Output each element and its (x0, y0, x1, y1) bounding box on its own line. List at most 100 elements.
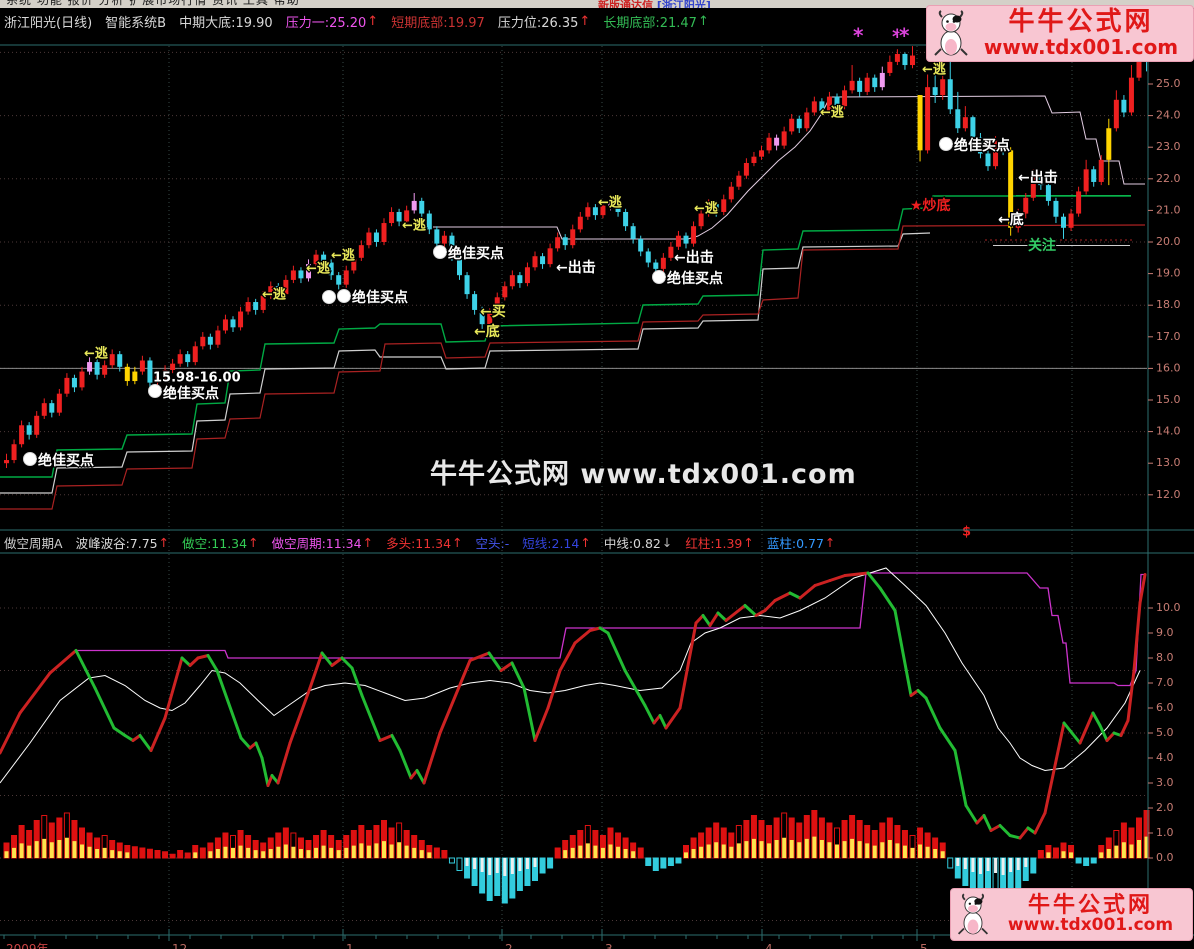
watermark-text: 牛牛公式网 www.tdx001.com (430, 459, 857, 490)
trend-arrow-icon: ↑ (248, 535, 259, 550)
oscillator-lines (0, 567, 1147, 840)
trailing-stop-line (433, 95, 1145, 240)
indicator-value: 长期底部:21.47 ↑ (603, 13, 709, 31)
menu-items[interactable]: 系统 功能 报价 分析 扩展市场行情 资讯 工具 帮助 (6, 0, 300, 7)
price-axis-label: 17.0 (1156, 330, 1181, 343)
trend-arrow-icon: ↑ (362, 535, 374, 550)
cow-mascot-icon (957, 893, 989, 935)
x-axis-month-label: 5 (920, 942, 928, 949)
buy-point-marker (23, 452, 37, 466)
price-axis-label: 13.0 (1156, 456, 1181, 469)
support-line-red (0, 224, 1146, 510)
brand-site: www.tdx001.com (983, 34, 1179, 59)
oscillator-axis-label: 8.0 (1156, 651, 1174, 664)
window-title-stock: [浙江阳光] (656, 0, 711, 8)
price-axis-label: 15.0 (1156, 393, 1181, 406)
brand-logo-bottom-right[interactable]: 牛牛公式网 www.tdx001.com (950, 888, 1193, 941)
svg-text:←出击: ←出击 (674, 249, 714, 266)
brand-logo-top-right[interactable]: 牛牛公式网 www.tdx001.com (926, 5, 1194, 62)
svg-text:←逃: ←逃 (922, 62, 947, 78)
brand-name: 牛牛公式网 (1027, 893, 1153, 919)
svg-text:←底: ←底 (998, 211, 1024, 228)
svg-text:绝佳买点: 绝佳买点 (38, 452, 94, 469)
x-axis-month-label: 1 (346, 942, 354, 949)
price-axis-label: 20.0 (1156, 235, 1181, 248)
menu-bar[interactable]: 系统 功能 报价 分析 扩展市场行情 资讯 工具 帮助 新版通达信 [浙江阳光] (0, 0, 1194, 8)
cow-mascot-icon (934, 9, 968, 56)
svg-text:←逃: ←逃 (262, 287, 287, 303)
svg-text:*: * (853, 24, 864, 48)
svg-text:←逃: ←逃 (694, 201, 719, 217)
x-axis-year-label: 2009年 (6, 942, 49, 949)
price-axis-label: 23.0 (1156, 140, 1181, 153)
window-title: 新版通达信 [浙江阳光] (598, 0, 711, 8)
svg-text:绝佳买点: 绝佳买点 (163, 385, 219, 402)
buy-point-marker (322, 290, 336, 304)
trend-arrow-icon: ↑ (824, 535, 836, 550)
price-axis-label: 12.0 (1156, 488, 1181, 501)
svg-text:$: $ (962, 525, 971, 540)
indicator-value: 短期底部:19.97 (391, 15, 485, 31)
x-axis-month-label: 12 (172, 942, 187, 949)
oscillator-axis-label: 9.0 (1156, 626, 1174, 639)
trend-arrow-icon: ↑ (579, 13, 591, 29)
trend-arrow-icon: ↓ (661, 535, 673, 550)
oscillator-axis-label: 2.0 (1156, 801, 1174, 814)
price-axis-label: 24.0 (1156, 109, 1181, 122)
ma-line-white (0, 567, 1141, 784)
svg-text:15.98-16.00: 15.98-16.00 (153, 371, 241, 386)
oscillator-axis-label: 5.0 (1156, 726, 1174, 739)
svg-text:←逃: ←逃 (331, 248, 356, 264)
buy-point-marker (939, 137, 953, 151)
trend-arrow-icon: ↑ (743, 535, 754, 550)
brand-name: 牛牛公式网 (1008, 7, 1154, 38)
svg-text:←逃: ←逃 (598, 195, 623, 211)
oscillator-axis-label: 10.0 (1156, 601, 1181, 614)
indicator-value: 多头:11.34 ↑ (386, 535, 463, 551)
indicator-value: 中期大底:19.90 (179, 15, 273, 31)
oscillator-axis-label: 4.0 (1156, 751, 1174, 764)
price-axis-label: 19.0 (1156, 267, 1181, 280)
price-axis-label: 18.0 (1156, 298, 1181, 311)
buy-point-marker (652, 270, 666, 284)
indicator-value: 蓝柱:0.77 ↑ (766, 535, 836, 551)
svg-text:←逃: ←逃 (820, 105, 845, 121)
x-axis-month-label: 2 (505, 942, 513, 949)
support-line-green (0, 195, 1131, 478)
trend-arrow-icon: ↑ (367, 13, 379, 29)
x-axis-month-label: 3 (605, 942, 613, 949)
price-axis-label: 25.0 (1156, 77, 1181, 90)
indicator-value: 红柱:1.39 ↑ (685, 535, 754, 551)
main-annotations: ←逃←逃←逃←逃←逃←逃 ←逃←逃←逃绝佳买点绝佳买点15.98-16.00绝佳买… (23, 22, 1059, 541)
oscillator-bars (3, 810, 1150, 904)
indicator-value: 做空:11.34 ↑ (182, 535, 259, 551)
svg-text:←逃: ←逃 (402, 218, 427, 234)
band-line-magenta (76, 572, 1145, 687)
oscillator-axis-label: 6.0 (1156, 701, 1174, 714)
svg-text:绝佳买点: 绝佳买点 (448, 245, 504, 262)
svg-text:←出击: ←出击 (1018, 169, 1058, 186)
trend-arrow-icon: ↑ (158, 535, 170, 550)
svg-text:绝佳买点: 绝佳买点 (954, 137, 1010, 154)
candlesticks (4, 41, 1150, 468)
sub-chart-indicator-header: 做空周期A 波峰波谷:7.75 ↑ 做空:11.34 ↑ 做空周期:11.34 ↑ 多头:11… (0, 532, 1194, 553)
indicator-value: 波峰波谷:7.75 ↑ (75, 535, 170, 551)
indicator-value: 空头:- (475, 536, 510, 551)
oscillator-axis-label: 7.0 (1156, 676, 1174, 689)
svg-text:←逃: ←逃 (306, 261, 331, 277)
buy-point-marker (337, 289, 351, 303)
svg-text:绝佳买点: 绝佳买点 (352, 289, 408, 306)
price-axis-label: 21.0 (1156, 203, 1181, 216)
indicator-value: 浙江阳光(日线) (4, 15, 93, 31)
trend-arrow-icon: ↑ (452, 535, 463, 550)
price-axis-label: 16.0 (1156, 361, 1181, 374)
x-axis-labels: 2009年 12 1 2 3 4 5 (6, 929, 928, 949)
indicator-value: 做空周期A (4, 536, 63, 551)
y-axis-labels: 25.0 24.0 23.0 22.0 21.0 20.0 19.0 18.0 17.0 16.0… (1148, 77, 1181, 864)
svg-text:←逃: ←逃 (84, 346, 109, 362)
svg-text:*: * (899, 24, 910, 48)
indicator-value: 短线:2.14 ↑ (522, 535, 591, 551)
x-axis-month-label: 4 (765, 942, 773, 949)
